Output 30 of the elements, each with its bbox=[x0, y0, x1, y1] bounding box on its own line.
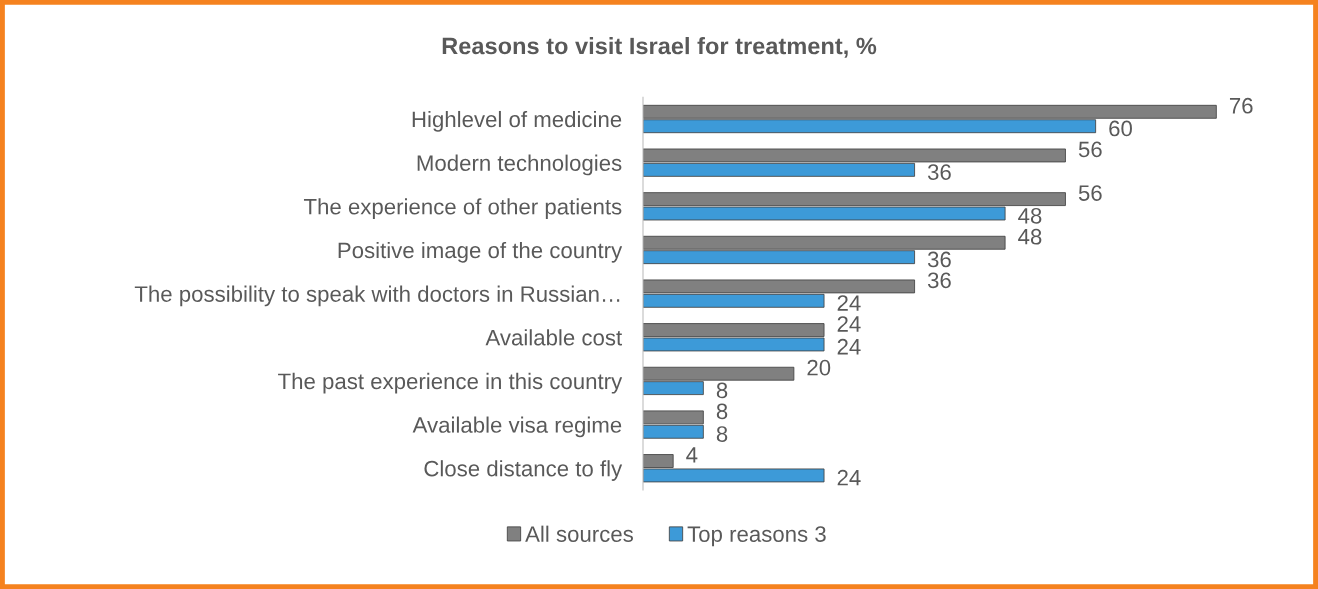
data-label: 8 bbox=[716, 403, 728, 420]
data-label: 8 bbox=[716, 382, 728, 399]
data-label: 4 bbox=[686, 447, 698, 463]
legend-label: Top reasons 3 bbox=[687, 526, 826, 547]
y-tick-label: The possibility to speak with doctors in Russian… bbox=[134, 285, 620, 307]
y-tick-label: Highlevel of medicine bbox=[412, 110, 622, 132]
data-label: 24 bbox=[837, 338, 861, 355]
data-label: 36 bbox=[927, 164, 951, 180]
y-tick-label: Close distance to fly bbox=[424, 460, 623, 481]
data-label: 48 bbox=[1018, 207, 1042, 224]
legend-label: All sources bbox=[525, 525, 633, 542]
y-tick-label: Positive image of the country bbox=[338, 241, 623, 263]
y-tick-label: Available cost bbox=[485, 329, 623, 346]
y-tick-label: The experience of other patients bbox=[303, 198, 622, 219]
data-label: 24 bbox=[837, 469, 861, 486]
data-label: 60 bbox=[1109, 120, 1132, 137]
y-tick-label: The past experience in this country bbox=[278, 372, 623, 394]
data-label: 76 bbox=[1229, 97, 1253, 114]
data-label: 56 bbox=[1078, 141, 1102, 158]
y-tick-label: Available visa regime bbox=[412, 416, 622, 438]
data-label: 36 bbox=[927, 272, 951, 289]
chart-title: Reasons to visit Israel for treatment, % bbox=[442, 37, 877, 58]
data-label: 8 bbox=[716, 426, 728, 442]
y-tick-label: Modern technologies bbox=[417, 154, 622, 176]
data-label: 24 bbox=[837, 295, 861, 311]
data-label: 56 bbox=[1078, 185, 1102, 201]
data-label: 20 bbox=[807, 359, 831, 376]
data-label: 48 bbox=[1018, 228, 1042, 245]
data-label: 36 bbox=[927, 251, 951, 268]
data-label: 24 bbox=[837, 316, 861, 332]
